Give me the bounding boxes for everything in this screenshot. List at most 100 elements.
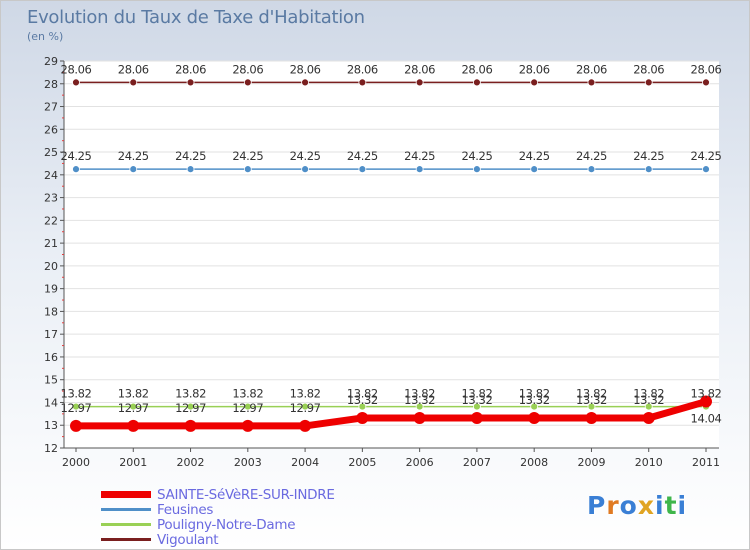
series-point xyxy=(72,78,80,87)
series-point xyxy=(587,165,596,174)
series-point xyxy=(415,165,424,174)
x-tick-label: 2004 xyxy=(291,456,319,469)
data-label: 28.06 xyxy=(576,62,607,76)
data-label: 12.97 xyxy=(290,401,321,415)
data-label: 13.82 xyxy=(61,387,92,401)
x-tick-label: 2006 xyxy=(406,456,434,469)
series-point xyxy=(358,165,367,174)
series-point xyxy=(587,78,596,87)
legend-label: Pouligny-Notre-Dame xyxy=(157,517,296,533)
series-point xyxy=(184,419,197,432)
data-label: 12.97 xyxy=(61,401,92,415)
y-tick-label: 29 xyxy=(44,55,58,68)
plot-area xyxy=(64,61,719,448)
data-label: 24.25 xyxy=(404,149,435,163)
y-tick-label: 21 xyxy=(44,237,58,250)
data-label: 28.06 xyxy=(290,62,321,76)
series-point xyxy=(644,78,653,87)
legend-swatch xyxy=(101,491,151,498)
data-label: 12.97 xyxy=(118,401,149,415)
series-point xyxy=(702,78,710,87)
series-point xyxy=(413,411,426,424)
y-tick-label: 24 xyxy=(44,169,58,182)
data-label: 13.82 xyxy=(576,387,607,401)
data-label: 13.82 xyxy=(404,387,435,401)
y-tick-label: 12 xyxy=(44,442,58,455)
x-tick-label: 2007 xyxy=(463,456,491,469)
series-point xyxy=(587,402,596,411)
data-label: 13.32 xyxy=(519,393,550,407)
x-tick-label: 2010 xyxy=(635,456,663,469)
data-label: 28.06 xyxy=(61,62,92,76)
legend-label: Feusines xyxy=(157,502,214,518)
data-label: 24.25 xyxy=(691,149,722,163)
legend-swatch xyxy=(101,523,151,526)
x-tick-label: 2000 xyxy=(62,456,90,469)
y-tick-label: 16 xyxy=(44,351,58,364)
data-label: 13.32 xyxy=(404,393,435,407)
data-label: 28.06 xyxy=(633,62,664,76)
series-point xyxy=(528,411,541,424)
series-point xyxy=(301,402,309,411)
data-label: 13.82 xyxy=(691,387,722,401)
logo-letter: i xyxy=(677,491,688,520)
data-label: 13.82 xyxy=(175,387,206,401)
y-tick-label: 26 xyxy=(44,123,58,136)
data-label: 28.06 xyxy=(404,62,435,76)
y-tick-label: 19 xyxy=(44,283,58,296)
data-label: 24.25 xyxy=(61,149,92,163)
data-label: 24.25 xyxy=(347,149,378,163)
series-point xyxy=(470,411,483,424)
series-point xyxy=(415,78,424,87)
data-label: 13.82 xyxy=(232,387,263,401)
x-tick-label: 2002 xyxy=(177,456,205,469)
logo-letter: o xyxy=(619,491,638,520)
data-label: 28.06 xyxy=(519,62,550,76)
y-tick-label: 25 xyxy=(44,146,58,159)
data-label: 13.32 xyxy=(461,393,492,407)
x-tick-label: 2008 xyxy=(520,456,548,469)
legend-swatch xyxy=(101,538,151,541)
logo-letter: i xyxy=(655,491,665,520)
series-line-0 xyxy=(76,398,707,430)
series-point xyxy=(72,165,80,174)
data-label: 13.32 xyxy=(576,393,607,407)
legend-label: SAINTE-SéVèRE-SUR-INDRE xyxy=(157,487,335,503)
series-point xyxy=(129,78,138,87)
series-point xyxy=(415,402,424,411)
series-point xyxy=(585,411,598,424)
y-tick-label: 15 xyxy=(44,374,58,387)
data-label: 13.32 xyxy=(633,393,664,407)
data-label: 28.06 xyxy=(691,62,722,76)
logo-letter: t xyxy=(664,491,678,520)
data-label: 24.25 xyxy=(576,149,607,163)
series-point xyxy=(530,165,539,174)
y-tick-label: 22 xyxy=(44,214,58,227)
series-point xyxy=(301,165,309,174)
series-point xyxy=(243,78,252,87)
series-point xyxy=(530,402,539,411)
data-label: 28.06 xyxy=(461,62,492,76)
data-label: 24.25 xyxy=(118,149,149,163)
chart-title: Evolution du Taux de Taxe d'Habitation xyxy=(27,7,365,28)
y-tick-label: 17 xyxy=(44,328,58,341)
series-point xyxy=(644,402,653,411)
proxiti-logo: Proxiti xyxy=(587,491,687,520)
data-label: 14.04 xyxy=(691,412,722,426)
y-tick-label: 27 xyxy=(44,101,58,114)
data-label: 13.82 xyxy=(290,387,321,401)
series-point xyxy=(644,165,653,174)
data-label: 28.06 xyxy=(118,62,149,76)
logo-letter: x xyxy=(637,491,655,520)
series-point xyxy=(473,402,481,411)
y-tick-label: 13 xyxy=(44,419,58,432)
data-label: 24.25 xyxy=(461,149,492,163)
data-label: 24.25 xyxy=(519,149,550,163)
logo-letter: P xyxy=(587,491,607,520)
data-label: 24.25 xyxy=(633,149,664,163)
series-point xyxy=(241,419,254,432)
series-point xyxy=(70,419,82,432)
series-point xyxy=(186,402,195,411)
data-label: 24.25 xyxy=(175,149,206,163)
